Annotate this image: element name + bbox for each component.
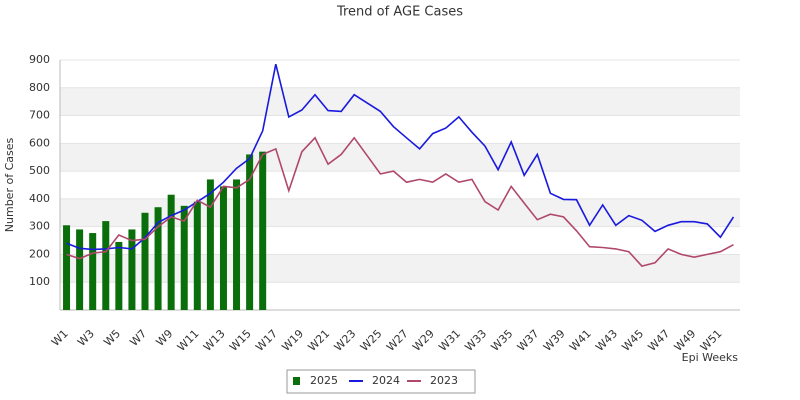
x-tick-label: W27 bbox=[384, 327, 411, 354]
line bbox=[66, 136, 734, 267]
legend-swatch bbox=[293, 377, 300, 385]
legend-label: 2023 bbox=[430, 374, 458, 387]
x-tick-label: W5 bbox=[101, 327, 123, 349]
x-tick-label: W45 bbox=[619, 327, 646, 354]
bar bbox=[246, 154, 254, 310]
bar bbox=[63, 225, 71, 310]
legend-label: 2024 bbox=[372, 374, 400, 387]
x-tick-label: W23 bbox=[332, 327, 359, 354]
bar bbox=[193, 201, 201, 310]
bar bbox=[219, 186, 227, 310]
y-tick-label: 400 bbox=[29, 192, 50, 205]
y-axis-title: Number of Cases bbox=[3, 138, 16, 233]
x-tick-label: W3 bbox=[75, 327, 97, 349]
y-tick-label: 200 bbox=[29, 247, 50, 260]
grid-band bbox=[60, 254, 740, 283]
x-tick-label: W25 bbox=[358, 327, 385, 354]
x-tick-label: W35 bbox=[489, 327, 516, 354]
x-tick-label: W39 bbox=[541, 327, 568, 354]
legend-label: 2025 bbox=[310, 374, 338, 387]
x-tick-label: W7 bbox=[127, 327, 149, 349]
x-axis-title: Epi Weeks bbox=[682, 351, 739, 364]
bar bbox=[141, 212, 149, 310]
x-tick-label: W17 bbox=[253, 327, 280, 354]
y-tick-label: 500 bbox=[29, 164, 50, 177]
bar bbox=[128, 229, 136, 310]
bar bbox=[259, 151, 267, 310]
x-tick-label: W13 bbox=[201, 327, 228, 354]
y-tick-label: 100 bbox=[29, 275, 50, 288]
x-tick-label: W51 bbox=[698, 327, 725, 354]
bar bbox=[167, 194, 175, 310]
bar bbox=[102, 221, 110, 310]
chart-title: Trend of AGE Cases bbox=[336, 5, 463, 20]
x-tick-label: W9 bbox=[154, 327, 176, 349]
bar bbox=[206, 179, 214, 310]
bar bbox=[180, 205, 188, 310]
x-tick-label: W37 bbox=[515, 327, 542, 354]
bar bbox=[233, 179, 241, 310]
bar bbox=[76, 229, 84, 310]
x-tick-label: W47 bbox=[646, 327, 673, 354]
bar bbox=[89, 233, 97, 310]
x-tick-label: W21 bbox=[306, 327, 333, 354]
grid-band bbox=[60, 143, 740, 172]
bar bbox=[154, 207, 162, 310]
x-tick-label: W33 bbox=[462, 327, 489, 354]
grid-band bbox=[60, 198, 740, 227]
y-tick-label: 300 bbox=[29, 220, 50, 233]
y-tick-label: 700 bbox=[29, 109, 50, 122]
x-tick-label: W43 bbox=[593, 327, 620, 354]
y-tick-label: 900 bbox=[29, 53, 50, 66]
y-tick-label: 600 bbox=[29, 136, 50, 149]
x-tick-label: W19 bbox=[279, 327, 306, 354]
x-tick-label: W15 bbox=[227, 327, 254, 354]
grid-band bbox=[60, 87, 740, 116]
x-tick-label: W49 bbox=[672, 327, 699, 354]
x-tick-label: W29 bbox=[410, 327, 437, 354]
legend-box bbox=[286, 369, 476, 394]
x-tick-label: W1 bbox=[49, 327, 71, 349]
x-tick-label: W31 bbox=[436, 327, 463, 354]
x-tick-label: W41 bbox=[567, 327, 594, 354]
bar bbox=[115, 241, 123, 310]
x-tick-label: W11 bbox=[175, 327, 202, 354]
y-tick-label: 800 bbox=[29, 81, 50, 94]
line bbox=[66, 64, 735, 251]
